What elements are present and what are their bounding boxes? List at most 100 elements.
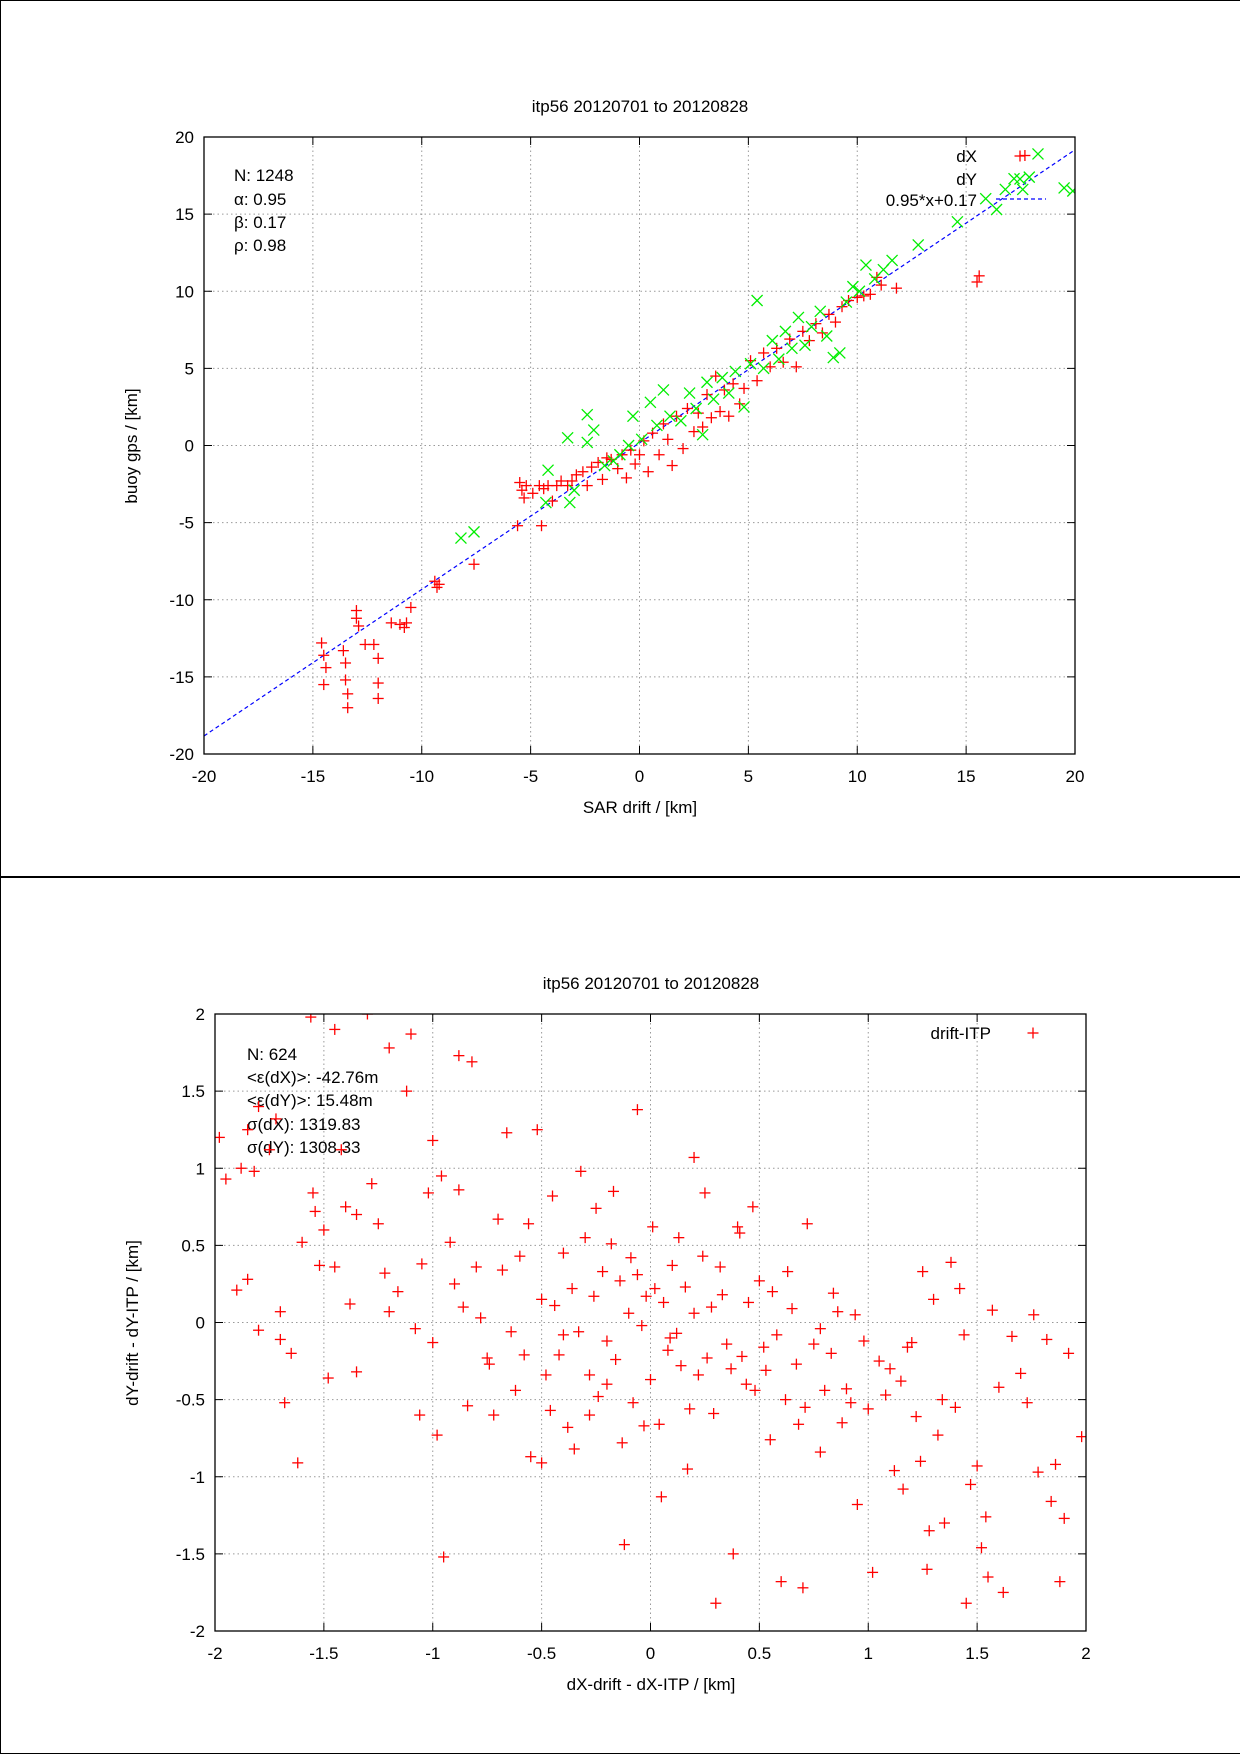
data-point	[481, 1352, 493, 1364]
data-point	[890, 282, 902, 294]
data-point	[758, 347, 770, 359]
x-tick-label: -1.5	[309, 1644, 338, 1663]
data-point	[453, 1184, 465, 1196]
stat-line: N: 624	[247, 1045, 297, 1064]
data-point	[520, 480, 532, 492]
data-point	[690, 402, 703, 415]
data-point	[923, 1525, 935, 1537]
data-point	[279, 1397, 291, 1409]
x-tick-label: 1	[864, 1644, 873, 1663]
data-point	[398, 622, 410, 634]
data-point	[679, 1281, 691, 1293]
data-point	[780, 1394, 792, 1406]
data-point	[253, 1101, 265, 1113]
data-point	[790, 361, 802, 373]
data-point	[488, 1409, 500, 1421]
data-point	[921, 1563, 933, 1575]
data-point	[405, 601, 417, 613]
data-point	[610, 1354, 622, 1366]
data-point	[997, 1586, 1009, 1598]
data-point	[539, 496, 552, 509]
data-point	[662, 433, 674, 445]
data-point	[220, 1173, 232, 1185]
data-point	[971, 276, 983, 288]
data-point	[547, 1190, 559, 1202]
data-point	[536, 520, 548, 532]
data-point	[797, 1582, 809, 1594]
data-point	[492, 1213, 504, 1225]
data-point	[747, 1201, 759, 1213]
data-point	[309, 1205, 321, 1217]
data-point	[335, 1144, 347, 1156]
data-point	[435, 1170, 447, 1182]
data-point	[790, 1358, 802, 1370]
data-point	[433, 578, 445, 590]
data-point	[231, 1284, 243, 1296]
data-point	[716, 1289, 728, 1301]
data-point	[832, 1306, 844, 1318]
data-point	[590, 1202, 602, 1214]
y-tick-label: 0	[196, 1314, 205, 1333]
data-point	[329, 1261, 341, 1273]
data-point	[588, 1290, 600, 1302]
data-point	[910, 1411, 922, 1423]
data-point	[772, 353, 785, 366]
data-point	[858, 1335, 870, 1347]
data-point	[627, 1397, 639, 1409]
data-point	[1045, 1495, 1057, 1507]
data-point	[682, 1463, 694, 1475]
data-point	[779, 325, 792, 338]
data-point	[453, 1050, 465, 1062]
data-point	[671, 1327, 683, 1339]
data-point	[980, 1511, 992, 1523]
data-point	[999, 183, 1012, 196]
data-point	[296, 1236, 308, 1248]
data-point	[563, 496, 576, 509]
data-point	[570, 469, 582, 481]
data-point	[808, 1338, 820, 1350]
data-point	[701, 1352, 713, 1364]
data-point	[653, 449, 665, 461]
top-chart-panel: itp56 20120701 to 20120828 SAR drift / […	[0, 0, 1240, 877]
legend-label-drift-itp: drift-ITP	[931, 1024, 991, 1043]
y-tick-label: -20	[169, 745, 194, 764]
data-point	[531, 1124, 543, 1136]
legend-label-fit: 0.95*x+0.17	[886, 191, 977, 210]
data-point	[979, 192, 992, 205]
data-point	[409, 1323, 421, 1335]
y-tick-label: 0	[185, 437, 194, 456]
data-point	[620, 472, 632, 484]
data-point	[383, 1306, 395, 1318]
data-point	[958, 1329, 970, 1341]
data-point	[584, 1409, 596, 1421]
data-point	[975, 1542, 987, 1554]
data-point	[853, 285, 866, 298]
data-point	[860, 259, 872, 271]
data-point	[557, 1247, 569, 1259]
x-tick-label: -1	[425, 1644, 440, 1663]
data-point	[536, 1457, 548, 1469]
data-point	[618, 1539, 630, 1551]
data-point	[568, 484, 581, 497]
data-point	[1016, 183, 1029, 196]
data-point	[401, 1085, 413, 1097]
x-tick-label: 10	[848, 767, 867, 786]
data-point	[801, 1218, 813, 1230]
x-tick-label: 0	[635, 767, 644, 786]
data-point	[766, 1286, 778, 1298]
x-tick-label: 2	[1081, 1644, 1090, 1663]
data-point	[546, 495, 558, 507]
y-axis-label: buoy gps / [km]	[122, 388, 141, 503]
data-point	[527, 487, 539, 499]
data-point	[990, 203, 1003, 216]
data-point	[518, 1349, 530, 1361]
data-point	[696, 428, 709, 441]
data-point	[383, 1042, 395, 1054]
data-point	[701, 376, 713, 389]
data-point	[342, 688, 354, 700]
data-point	[749, 1384, 761, 1396]
data-point	[509, 1384, 521, 1396]
data-point	[710, 1597, 722, 1609]
stat-line: <ε(dY)>: 15.48m	[247, 1091, 373, 1110]
